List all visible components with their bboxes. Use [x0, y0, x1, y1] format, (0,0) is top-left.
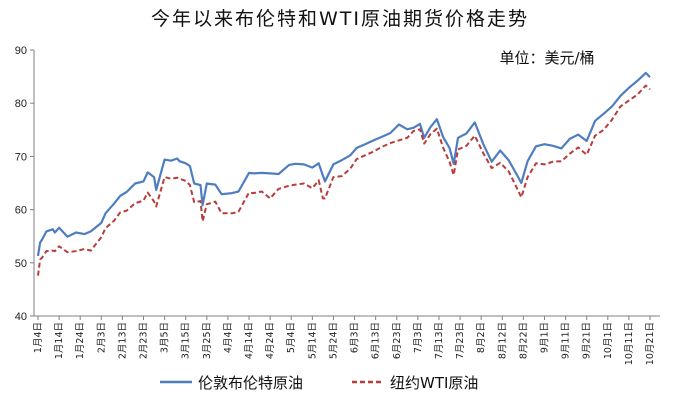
series-line-wti	[37, 84, 651, 276]
x-tick-label: 2月23日	[139, 322, 150, 359]
y-tick-label: 70	[15, 151, 27, 163]
chart-title: 今年以来布伦特和WTI原油期货价格走势	[151, 8, 529, 30]
x-tick-label: 9月1日	[539, 322, 550, 353]
x-tick-label: 1月14日	[54, 322, 65, 359]
x-tick-label: 8月22日	[518, 322, 529, 359]
y-ticks: 40 50 60 70 80 90	[15, 45, 34, 323]
x-tick-label: 8月12日	[497, 322, 508, 359]
x-tick-label: 7月23日	[455, 322, 466, 359]
x-tick-label: 3月5日	[160, 322, 171, 353]
legend-label-wti: 纽约WTI原油	[390, 374, 478, 392]
x-tick-label: 7月3日	[413, 322, 424, 353]
unit-label: 单位：美元/桶	[499, 49, 594, 67]
x-tick-label: 5月4日	[286, 322, 297, 353]
y-tick-label: 90	[15, 45, 27, 57]
x-tick-label: 2月3日	[96, 322, 107, 353]
x-tick-label: 10月21日	[645, 322, 656, 365]
x-tick-label: 6月23日	[392, 322, 403, 359]
y-tick-label: 80	[15, 98, 27, 110]
x-tick-label: 9月21日	[582, 322, 593, 359]
y-tick-label: 60	[15, 205, 27, 217]
legend-label-brent: 伦敦布伦特原油	[198, 374, 303, 392]
x-tick-label: 8月2日	[476, 322, 487, 353]
x-tick-label: 7月13日	[434, 322, 445, 359]
series-layer	[36, 71, 651, 276]
x-tick-label: 10月11日	[624, 322, 635, 365]
x-tick-label: 4月24日	[265, 322, 276, 359]
x-tick-label: 3月15日	[181, 322, 192, 359]
x-tick-label: 3月25日	[202, 322, 213, 359]
y-tick-label: 50	[15, 258, 27, 270]
x-tick-label: 4月4日	[223, 322, 234, 353]
y-tick-label: 40	[15, 311, 27, 323]
x-tick-label: 6月3日	[350, 322, 361, 353]
plot-area	[33, 50, 660, 317]
x-tick-label: 2月13日	[117, 322, 128, 359]
x-tick-label: 5月24日	[328, 322, 339, 359]
x-ticks: 1月4日 1月14日 1月24日 2月3日 2月13日 2月23日 3月5日 3月15日 3月2…	[33, 316, 656, 365]
x-tick-label: 5月14日	[307, 322, 318, 359]
legend: 伦敦布伦特原油 纽约WTI原油	[160, 374, 478, 392]
series-line-brent	[36, 71, 651, 257]
x-tick-label: 10月1日	[603, 322, 614, 359]
x-tick-label: 6月13日	[371, 322, 382, 359]
x-tick-label: 9月11日	[561, 322, 572, 359]
x-tick-label: 1月4日	[33, 322, 44, 353]
x-tick-label: 1月24日	[75, 322, 86, 359]
x-tick-label: 4月14日	[244, 322, 255, 359]
